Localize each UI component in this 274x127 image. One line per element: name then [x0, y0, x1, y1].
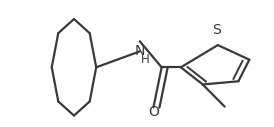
Text: S: S: [212, 23, 221, 37]
Text: O: O: [148, 105, 159, 119]
Text: H: H: [141, 53, 150, 66]
Text: N: N: [135, 44, 145, 58]
